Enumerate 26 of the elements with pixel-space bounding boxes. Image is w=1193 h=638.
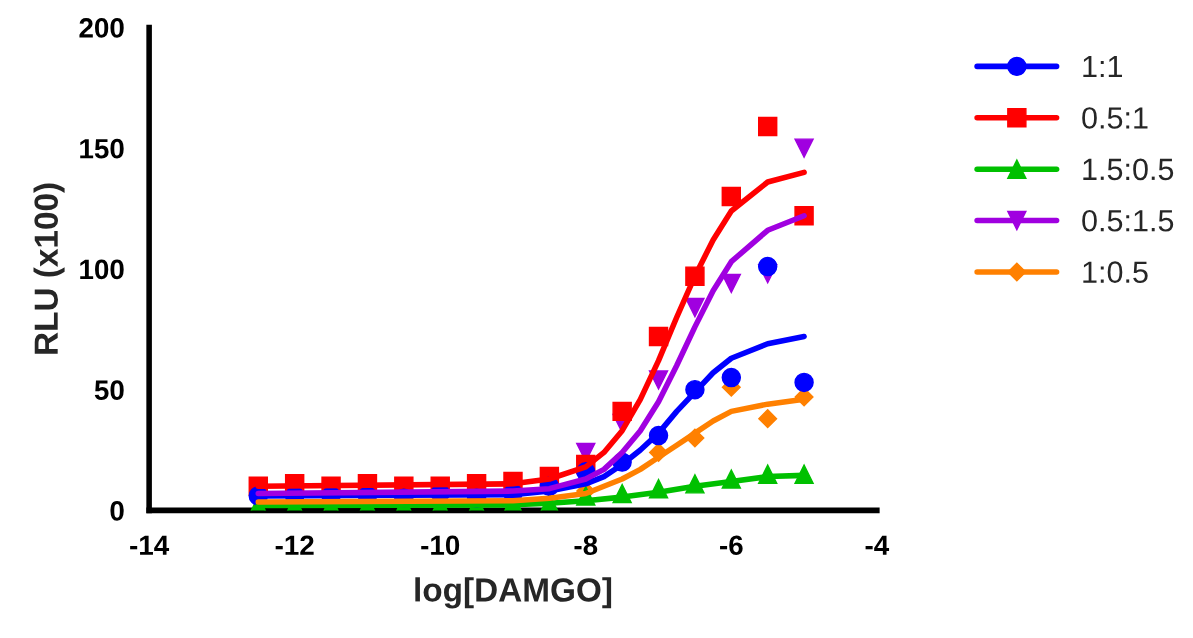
y-tick-label: 200 [79, 18, 124, 38]
legend-label: 1.5:0.5 [1083, 158, 1174, 181]
legend-label: 1:1 [1083, 56, 1122, 78]
point [794, 138, 814, 158]
x-tick-label: -12 [275, 535, 314, 555]
x-axis-title: log[DAMGO] [415, 577, 612, 609]
point [794, 372, 814, 393]
y-tick-label: 150 [80, 138, 124, 159]
point [757, 256, 778, 277]
y-axis-title: RLU (x100) [33, 183, 65, 354]
y-tick-label: 0 [110, 501, 124, 521]
point [758, 409, 778, 429]
x-tick-label: -6 [720, 535, 743, 556]
point [685, 297, 705, 318]
x-tick-label: -8 [574, 535, 598, 556]
legend-label: 0.5:1.5 [1082, 209, 1174, 232]
x-tick-label: -14 [130, 535, 170, 555]
legend-label: 1:0.5 [1083, 261, 1148, 283]
point [721, 367, 742, 388]
x-tick-label: -10 [421, 535, 460, 556]
y-tick-label: 100 [80, 259, 124, 280]
y-tick-label: 50 [94, 380, 124, 400]
legend-label: 0.5:1 [1082, 107, 1148, 129]
point [757, 116, 778, 137]
x-tick-label: -4 [865, 535, 890, 555]
point [721, 273, 742, 294]
